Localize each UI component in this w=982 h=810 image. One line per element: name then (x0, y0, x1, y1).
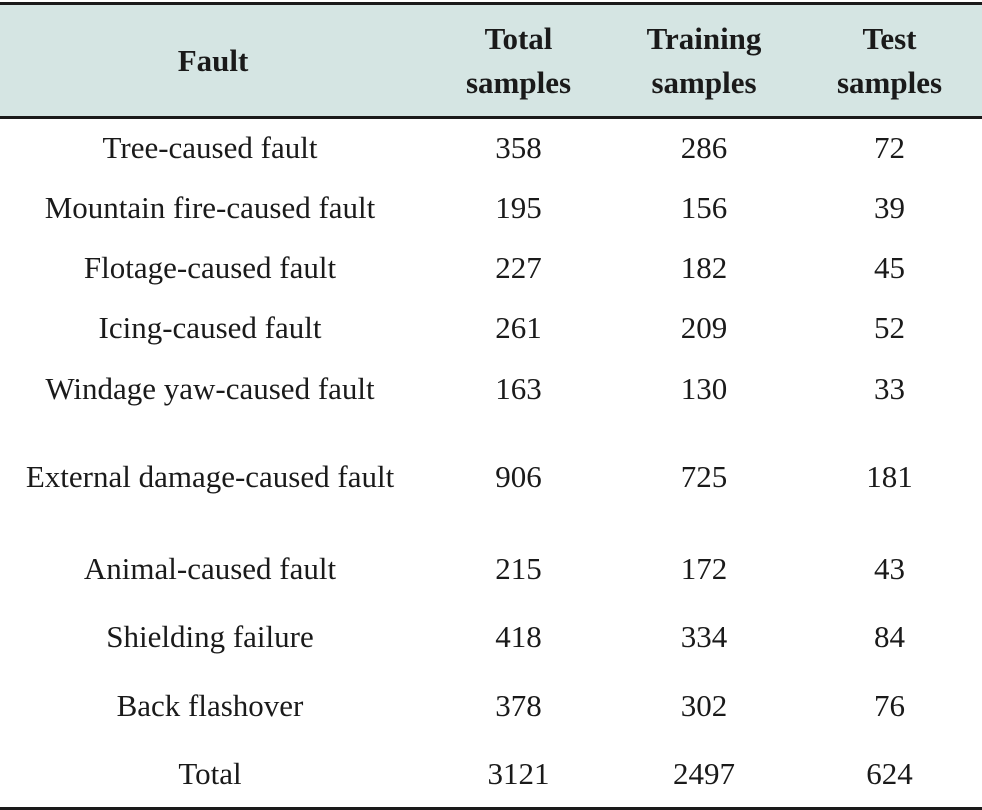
cell-test: 84 (874, 619, 905, 654)
header-total-samples: Total samples (426, 4, 611, 118)
table-row: External damage-caused fault 906 725 181 (0, 420, 982, 535)
cell-training: 725 (680, 459, 728, 494)
table-body: Tree-caused fault 358 286 72 Mountain fi… (0, 118, 982, 809)
table-row: Windage yaw-caused fault 163 130 33 (0, 359, 982, 420)
header-test-line1: Test (862, 20, 917, 56)
cell-test: 33 (874, 371, 905, 406)
cell-fault: External damage-caused fault (25, 459, 395, 494)
header-fault: Fault (177, 42, 249, 78)
cell-fault: Windage yaw-caused fault (45, 371, 375, 406)
header-total-line2: samples (465, 64, 572, 100)
table-row: Shielding failure 418 334 84 (0, 603, 982, 672)
header-total-line1: Total (484, 20, 553, 56)
cell-fault: Icing-caused fault (98, 310, 322, 345)
header-row: Fault Total samples Training samples Tes… (0, 3, 982, 118)
cell-test: 181 (866, 459, 913, 494)
cell-total: 227 (495, 249, 542, 285)
table-row-total: Total 3121 2497 624 (0, 741, 982, 809)
cell-test: 43 (874, 550, 905, 586)
cell-total: 906 (495, 459, 542, 494)
cell-test: 624 (866, 755, 913, 791)
table-row: Back flashover 378 302 76 (0, 672, 982, 741)
cell-test: 39 (874, 189, 905, 225)
cell-total: 215 (495, 550, 542, 586)
cell-training: 130 (680, 371, 728, 406)
cell-training: 302 (680, 688, 728, 723)
cell-training: 334 (680, 619, 728, 654)
header-test-samples: Test samples (797, 4, 982, 118)
header-training-line1: Training (646, 20, 762, 56)
cell-fault: Flotage-caused fault (83, 249, 337, 285)
cell-training: 286 (680, 130, 728, 166)
cell-fault: Mountain fire-caused fault (44, 189, 376, 225)
cell-fault: Animal-caused fault (83, 550, 337, 586)
cell-total: 358 (495, 130, 542, 166)
cell-fault: Tree-caused fault (102, 130, 318, 166)
header-test-line2: samples (836, 64, 943, 100)
cell-test: 72 (874, 130, 905, 166)
cell-training: 172 (680, 550, 728, 586)
table-row: Tree-caused fault 358 286 72 (0, 118, 982, 178)
cell-training: 156 (680, 189, 728, 225)
table-row: Animal-caused fault 215 172 43 (0, 535, 982, 603)
cell-total: 163 (495, 371, 542, 406)
cell-total: 195 (495, 189, 542, 225)
table-row: Mountain fire-caused fault 195 156 39 (0, 178, 982, 238)
cell-total: 261 (495, 310, 542, 345)
cell-test: 52 (874, 310, 905, 345)
cell-training: 2497 (673, 755, 735, 791)
cell-fault: Shielding failure (106, 619, 314, 654)
cell-training: 182 (680, 249, 728, 285)
header-training-line2: samples (651, 64, 757, 100)
cell-test: 76 (874, 688, 905, 723)
header-training-samples: Training samples (611, 4, 797, 118)
cell-fault: Back flashover (116, 688, 304, 723)
cell-total: 418 (495, 619, 542, 654)
table-row: Flotage-caused fault 227 182 45 (0, 238, 982, 298)
cell-training: 209 (680, 310, 728, 345)
table-header: Fault Total samples Training samples Tes… (0, 3, 982, 118)
cell-fault: Total (178, 755, 242, 791)
cell-test: 45 (874, 249, 905, 285)
table-row: Icing-caused fault 261 209 52 (0, 298, 982, 359)
cell-total: 3121 (487, 755, 550, 791)
cell-total: 378 (495, 688, 542, 723)
